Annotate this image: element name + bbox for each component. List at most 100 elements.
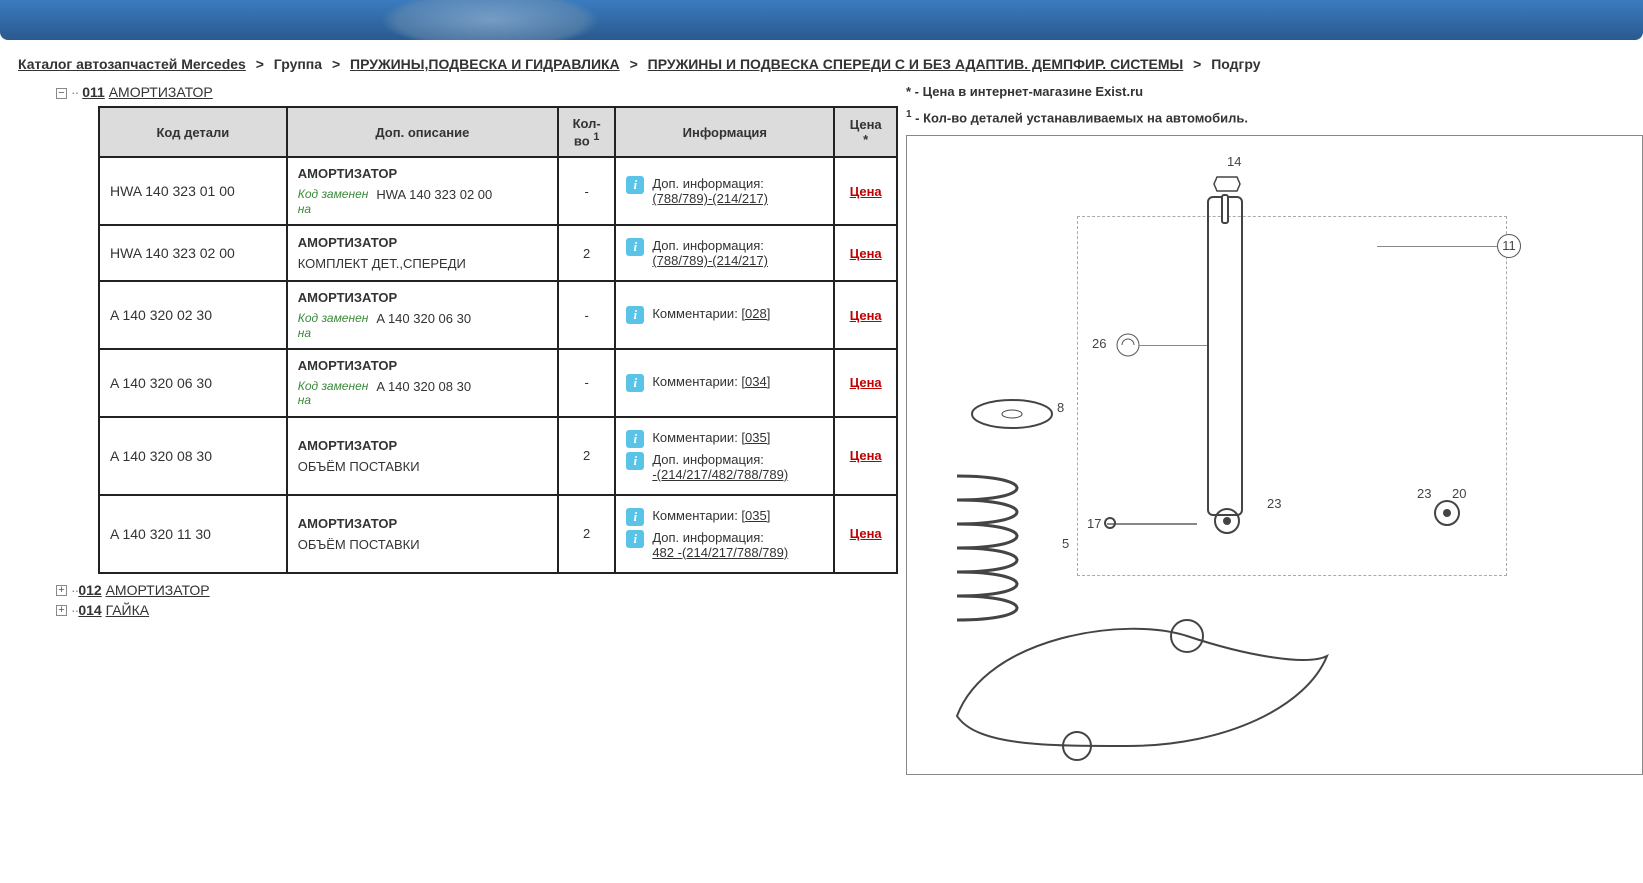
info-link[interactable]: 482 -(214/217/788/789)	[652, 545, 788, 560]
cell-part-code: A 140 320 02 30	[99, 281, 287, 349]
info-link[interactable]: -(214/217/482/788/789)	[652, 467, 788, 482]
note-qty: 1 - Кол-во деталей устанавливаемых на ав…	[906, 109, 1643, 125]
tree-link-num[interactable]: 011	[82, 84, 105, 100]
info-link[interactable]: [035]	[741, 430, 770, 445]
diagram-callout-23: 23	[1267, 496, 1281, 511]
diagram-callout-17: 17	[1087, 516, 1101, 531]
cell-qty: 2	[558, 495, 615, 573]
info-icon[interactable]	[626, 508, 644, 526]
info-row: Комментарии: [035]	[626, 430, 823, 448]
diagram-callout-5: 5	[1062, 536, 1069, 551]
info-text: Комментарии: [035]	[652, 430, 770, 445]
replaced-code: A 140 320 06 30	[376, 311, 471, 326]
tree-link-label[interactable]: АМОРТИЗАТОР	[106, 582, 210, 598]
diagram-bolt-head-icon	[1103, 516, 1117, 530]
cell-info: Комментарии: [034]	[615, 349, 834, 417]
tree-link-label[interactable]: ГАЙКА	[106, 602, 150, 618]
price-link[interactable]: Цена	[850, 375, 882, 390]
cell-price: Цена	[834, 281, 897, 349]
cell-part-code: HWA 140 323 02 00	[99, 225, 287, 281]
breadcrumb-subgroup[interactable]: ПРУЖИНЫ И ПОДВЕСКА СПЕРЕДИ С И БЕЗ АДАПТ…	[648, 56, 1184, 72]
cell-price: Цена	[834, 495, 897, 573]
info-icon[interactable]	[626, 430, 644, 448]
tree-link-num[interactable]: 014	[78, 602, 101, 618]
part-title: АМОРТИЗАТОР	[298, 166, 547, 181]
th-qty: Кол- во 1	[558, 107, 615, 157]
cell-part-code: A 140 320 06 30	[99, 349, 287, 417]
replaced-label: Код замененна	[298, 311, 369, 340]
parts-diagram[interactable]: 14 11 26 8 5 17 23	[906, 135, 1643, 775]
tree-link-num[interactable]: 012	[78, 582, 101, 598]
top-banner	[0, 0, 1643, 40]
replaced-label: Код замененна	[298, 187, 369, 216]
tree-link-label[interactable]: АМОРТИЗАТОР	[109, 84, 213, 100]
info-text: Комментарии: [028]	[652, 306, 770, 321]
cell-price: Цена	[834, 417, 897, 495]
diagram-callout-11: 11	[1497, 234, 1521, 258]
tree-collapse-icon[interactable]: −	[56, 88, 67, 99]
diagram-nut-icon	[1212, 172, 1242, 192]
breadcrumb-sep: >	[624, 56, 644, 72]
cell-price: Цена	[834, 225, 897, 281]
part-title: АМОРТИЗАТОР	[298, 290, 547, 305]
info-link[interactable]: [035]	[741, 508, 770, 523]
diagram-shock	[1207, 196, 1243, 516]
breadcrumb-sep: >	[326, 56, 346, 72]
price-link[interactable]: Цена	[850, 308, 882, 323]
note-price: * - Цена в интернет-магазине Exist.ru	[906, 84, 1643, 99]
cell-qty: 2	[558, 225, 615, 281]
th-info: Информация	[615, 107, 834, 157]
info-icon[interactable]	[626, 176, 644, 194]
info-icon[interactable]	[626, 530, 644, 548]
cell-description: АМОРТИЗАТОРКОМПЛЕКТ ДЕТ.,СПЕРЕДИ	[287, 225, 558, 281]
right-column: * - Цена в интернет-магазине Exist.ru 1 …	[898, 82, 1643, 775]
info-text: Комментарии: [035]	[652, 508, 770, 523]
tree-item-closed: +··014 ГАЙКА	[56, 600, 898, 620]
cell-info: Комментарии: [035] Доп. информация: -(214…	[615, 417, 834, 495]
diagram-bushing-icon	[1427, 498, 1467, 528]
info-text: Доп. информация: 482 -(214/217/788/789)	[652, 530, 788, 560]
price-link[interactable]: Цена	[850, 246, 882, 261]
tree-expand-icon[interactable]: +	[56, 585, 67, 596]
info-link[interactable]: (788/789)-(214/217)	[652, 191, 768, 206]
part-title: АМОРТИЗАТОР	[298, 516, 547, 531]
diagram-control-arm-icon	[927, 596, 1347, 766]
tree-expand-icon[interactable]: +	[56, 605, 67, 616]
breadcrumb-sep: >	[250, 56, 270, 72]
price-link[interactable]: Цена	[850, 184, 882, 199]
info-link[interactable]: [028]	[741, 306, 770, 321]
table-row: A 140 320 02 30 АМОРТИЗАТОР Код замененна A…	[99, 281, 897, 349]
left-column: −·· 011 АМОРТИЗАТОР Код детали Доп. опис…	[56, 82, 898, 620]
cell-qty: -	[558, 157, 615, 225]
info-link[interactable]: [034]	[741, 374, 770, 389]
table-row: A 140 320 11 30АМОРТИЗАТОРОБЪЁМ ПОСТАВКИ…	[99, 495, 897, 573]
info-icon[interactable]	[626, 452, 644, 470]
breadcrumb: Каталог автозапчастей Mercedes > Группа …	[0, 52, 1643, 82]
info-icon[interactable]	[626, 306, 644, 324]
part-title: АМОРТИЗАТОР	[298, 235, 547, 250]
price-link[interactable]: Цена	[850, 526, 882, 541]
cell-info: Комментарии: [028]	[615, 281, 834, 349]
price-link[interactable]: Цена	[850, 448, 882, 463]
info-link[interactable]: (788/789)-(214/217)	[652, 253, 768, 268]
info-icon[interactable]	[626, 374, 644, 392]
info-icon[interactable]	[626, 238, 644, 256]
cell-description: АМОРТИЗАТОРОБЪЁМ ПОСТАВКИ	[287, 495, 558, 573]
info-text: Комментарии: [034]	[652, 374, 770, 389]
diagram-wrench-icon	[1115, 332, 1141, 358]
breadcrumb-tail: Подгру	[1211, 56, 1260, 72]
breadcrumb-group[interactable]: ПРУЖИНЫ,ПОДВЕСКА И ГИДРАВЛИКА	[350, 56, 620, 72]
cell-price: Цена	[834, 157, 897, 225]
info-row: Доп. информация: -(214/217/482/788/789)	[626, 452, 823, 482]
cell-description: АМОРТИЗАТОР Код замененна A 140 320 06 30	[287, 281, 558, 349]
breadcrumb-root[interactable]: Каталог автозапчастей Mercedes	[18, 56, 246, 72]
part-title: АМОРТИЗАТОР	[298, 358, 547, 373]
cell-description: АМОРТИЗАТОРОБЪЁМ ПОСТАВКИ	[287, 417, 558, 495]
cell-info: Доп. информация: (788/789)-(214/217)	[615, 225, 834, 281]
table-row: HWA 140 323 01 00АМОРТИЗАТОРКод замененн…	[99, 157, 897, 225]
diagram-callout-14: 14	[1227, 154, 1241, 169]
info-row: Комментарии: [028]	[626, 306, 823, 324]
cell-qty: -	[558, 281, 615, 349]
th-desc: Доп. описание	[287, 107, 558, 157]
info-row: Комментарии: [034]	[626, 374, 823, 392]
